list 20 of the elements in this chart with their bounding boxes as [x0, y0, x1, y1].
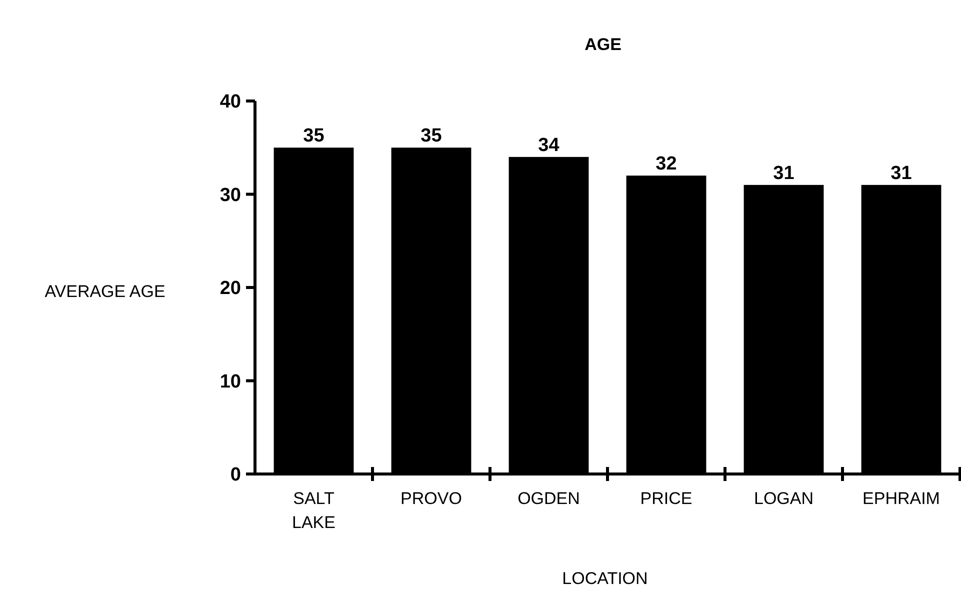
data-label: 31 — [890, 162, 912, 184]
y-tick-label: 0 — [230, 464, 241, 486]
x-tick-label: PROVO — [400, 489, 462, 508]
x-tick-label: EPHRAIM — [862, 489, 940, 508]
y-tick-label: 30 — [220, 184, 241, 206]
data-label: 35 — [303, 126, 325, 147]
x-tick-label: OGDEN — [518, 489, 580, 508]
data-label: 31 — [773, 162, 795, 184]
y-tick-label: 20 — [220, 278, 241, 300]
x-tick-label: LOGAN — [754, 489, 814, 508]
y-tick-label: 10 — [220, 371, 241, 392]
data-label: 32 — [656, 154, 677, 175]
x-axis-title: LOCATION — [562, 569, 648, 588]
x-tick-label: SALT LAKE — [292, 489, 336, 532]
data-label: 35 — [420, 126, 442, 147]
chart-title: AGE — [584, 35, 622, 54]
x-tick-label: PRICE — [640, 489, 692, 508]
data-label: 34 — [538, 134, 560, 156]
y-tick-label: 40 — [220, 92, 241, 113]
y-axis-title: AVERAGE AGE — [44, 282, 166, 301]
